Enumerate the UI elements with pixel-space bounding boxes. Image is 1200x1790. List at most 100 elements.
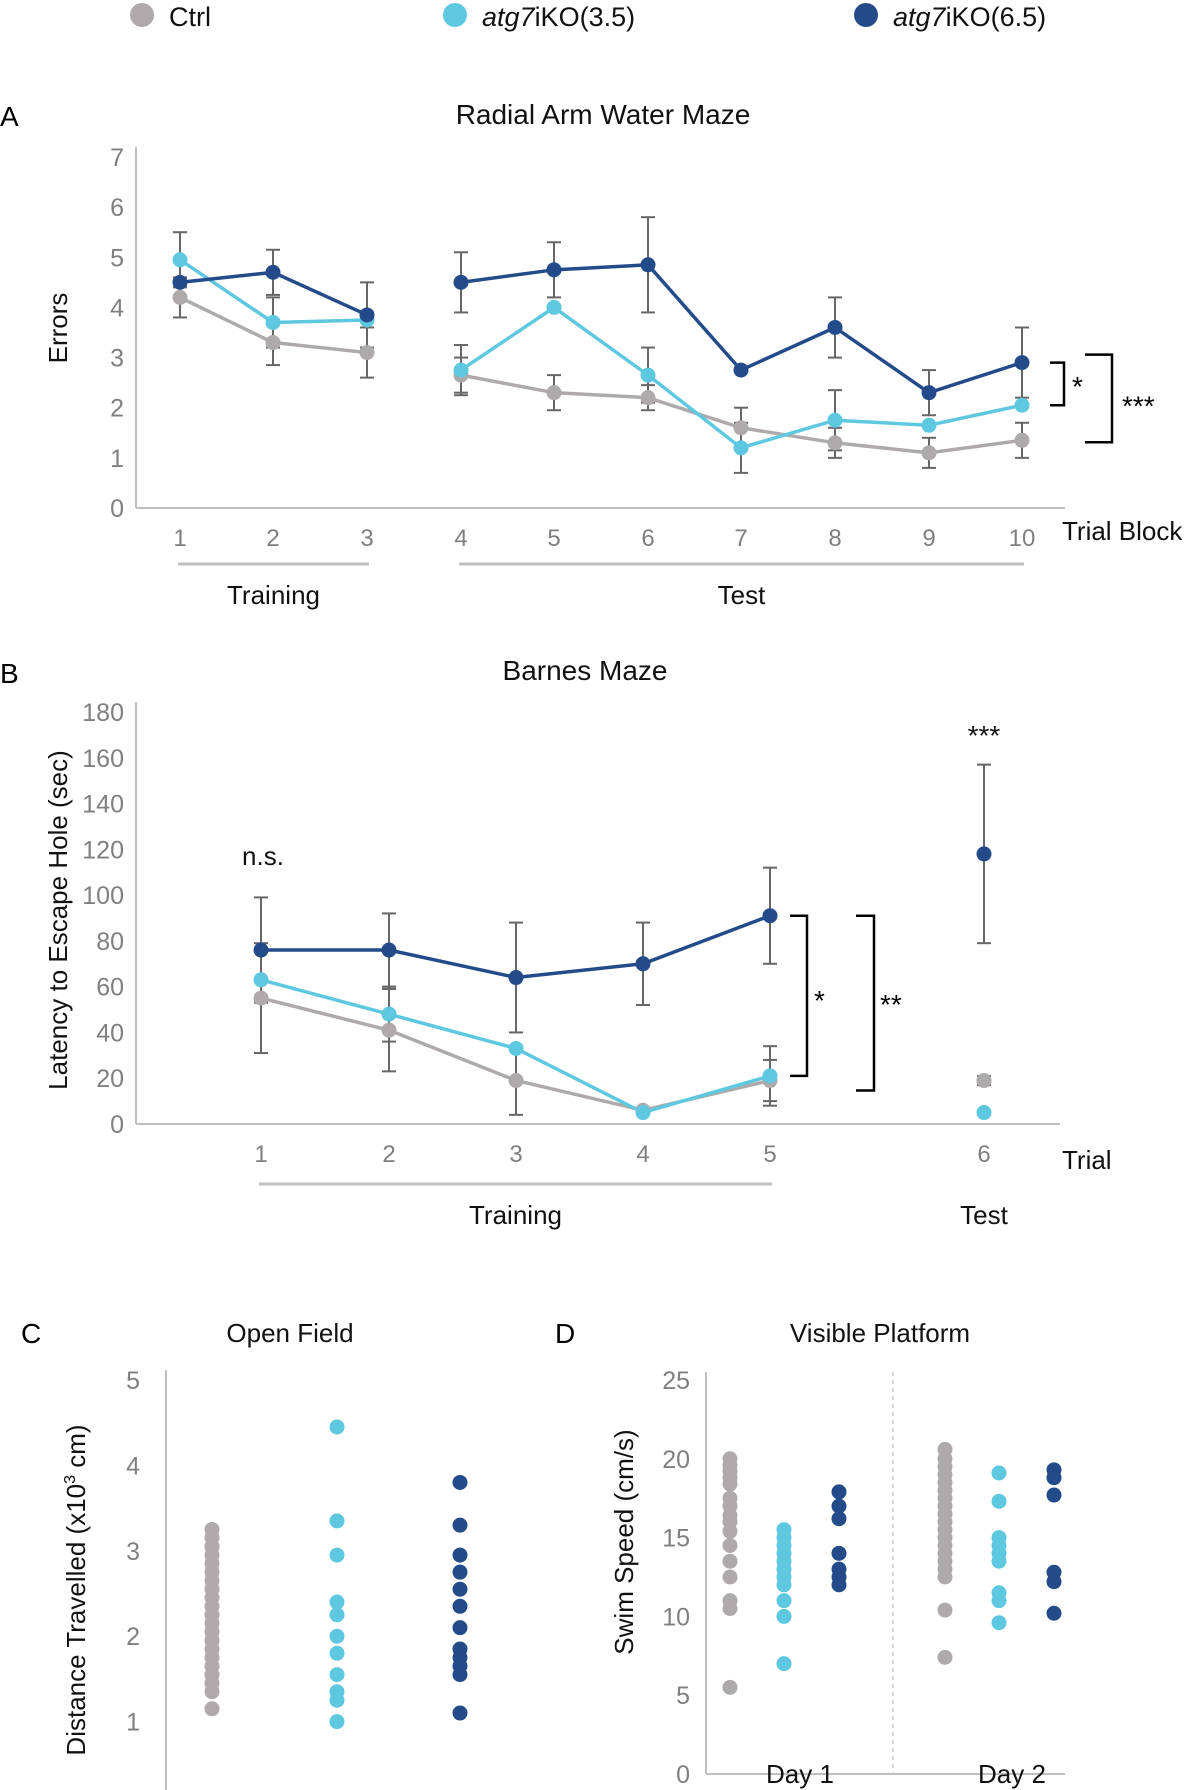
annotation-ns: n.s. (242, 841, 284, 871)
data-point (204, 1701, 220, 1717)
data-point (1014, 432, 1030, 448)
y-tick-label: 160 (82, 745, 124, 773)
chart-b-ylabel: Latency to Escape Hole (sec) (43, 750, 73, 1090)
data-point (508, 1073, 524, 1089)
y-tick-label: 2 (126, 1623, 140, 1651)
y-tick-label: 1 (110, 445, 124, 473)
data-point (635, 956, 651, 972)
y-tick-label: 10 (662, 1603, 690, 1631)
data-point (329, 1667, 345, 1683)
data-point-day1 (722, 1476, 738, 1492)
x-tick-label: 6 (641, 525, 654, 552)
data-point (921, 445, 937, 461)
data-point (546, 385, 562, 401)
data-point (1014, 397, 1030, 413)
y-tick-label: 20 (96, 1065, 124, 1093)
chart-b-title: Barnes Maze (503, 655, 668, 686)
x-category-day2: Day 2 (978, 1759, 1046, 1789)
data-point (265, 335, 281, 351)
data-point (381, 1022, 397, 1038)
data-point (453, 362, 469, 378)
data-point-day2 (991, 1465, 1007, 1481)
data-point (452, 1517, 468, 1533)
data-point (265, 314, 281, 330)
y-tick-label: 100 (82, 882, 124, 910)
x-tick-label: 3 (509, 1141, 522, 1168)
y-tick-label: 60 (96, 974, 124, 1002)
data-point-day2 (1046, 1605, 1062, 1621)
data-point-day1 (776, 1608, 792, 1624)
data-point (762, 908, 778, 924)
chart-c: 1 2 3 4 5 (126, 1367, 468, 1790)
x-tick-label: 1 (254, 1141, 267, 1168)
y-tick-label: 6 (110, 194, 124, 222)
data-point (733, 362, 749, 378)
data-point (452, 1547, 468, 1563)
data-point (329, 1513, 345, 1529)
chart-c-title: Open Field (226, 1318, 353, 1348)
x-tick-label: 7 (734, 525, 747, 552)
data-point (976, 1073, 992, 1089)
y-tick-label: 15 (662, 1525, 690, 1553)
data-point (733, 440, 749, 456)
data-point-day2 (937, 1649, 953, 1665)
data-point (508, 1040, 524, 1056)
group-label: Training (227, 580, 320, 610)
data-point-day1 (722, 1679, 738, 1695)
significance-label-b1: * (814, 985, 825, 1016)
data-point (546, 262, 562, 278)
significance-bracket-b2 (856, 914, 876, 1092)
x-tick-label: 2 (266, 525, 279, 552)
data-point (329, 1594, 345, 1610)
y-tick-label: 180 (82, 699, 124, 727)
data-point-day1 (831, 1484, 847, 1500)
data-point (452, 1581, 468, 1597)
panel-letter-a: A (0, 101, 19, 132)
data-point (762, 1068, 778, 1084)
legend-marker-2 (854, 3, 878, 27)
data-point-day2 (991, 1593, 1007, 1609)
data-point-day2 (991, 1615, 1007, 1631)
y-tick-label: 2 (110, 395, 124, 423)
significance-label-b2: ** (880, 989, 902, 1020)
data-point-day1 (722, 1553, 738, 1569)
data-point (329, 1645, 345, 1661)
x-category-day1: Day 1 (766, 1759, 834, 1789)
data-point-day1 (722, 1601, 738, 1617)
data-point (640, 257, 656, 273)
data-point (508, 970, 524, 986)
x-tick-label: 6 (977, 1141, 990, 1168)
data-point (381, 942, 397, 958)
data-point-day2 (937, 1569, 953, 1585)
legend: Ctrl atg7iKO(3.5) atg7iKO(6.5) (130, 2, 1046, 32)
legend-marker-0 (130, 3, 154, 27)
y-tick-label: 80 (96, 928, 124, 956)
group-label: Test (960, 1200, 1008, 1230)
data-point (253, 990, 269, 1006)
legend-label-1: atg7iKO(3.5) (482, 2, 635, 32)
data-point (381, 1006, 397, 1022)
data-point (827, 412, 843, 428)
data-point (329, 1547, 345, 1563)
data-point (359, 345, 375, 361)
data-point (1014, 355, 1030, 371)
significance-label-a1: * (1072, 371, 1083, 402)
significance-bracket-b1 (790, 914, 809, 1078)
data-point (452, 1667, 468, 1683)
y-tick-label: 0 (110, 1111, 124, 1139)
chart-a-ylabel: Errors (43, 293, 73, 364)
x-tick-label: 10 (1009, 525, 1036, 552)
data-point (921, 385, 937, 401)
data-point (921, 417, 937, 433)
y-tick-label: 4 (110, 294, 124, 322)
significance-bracket-a2 (1085, 353, 1114, 444)
data-point (359, 307, 375, 323)
data-point-day1 (831, 1511, 847, 1527)
y-tick-label: 1 (126, 1709, 140, 1737)
data-point-day2 (1046, 1574, 1062, 1590)
data-point-day1 (831, 1545, 847, 1561)
data-point-day1 (722, 1523, 738, 1539)
data-point (329, 1607, 345, 1623)
panel-letter-b: B (0, 658, 19, 689)
